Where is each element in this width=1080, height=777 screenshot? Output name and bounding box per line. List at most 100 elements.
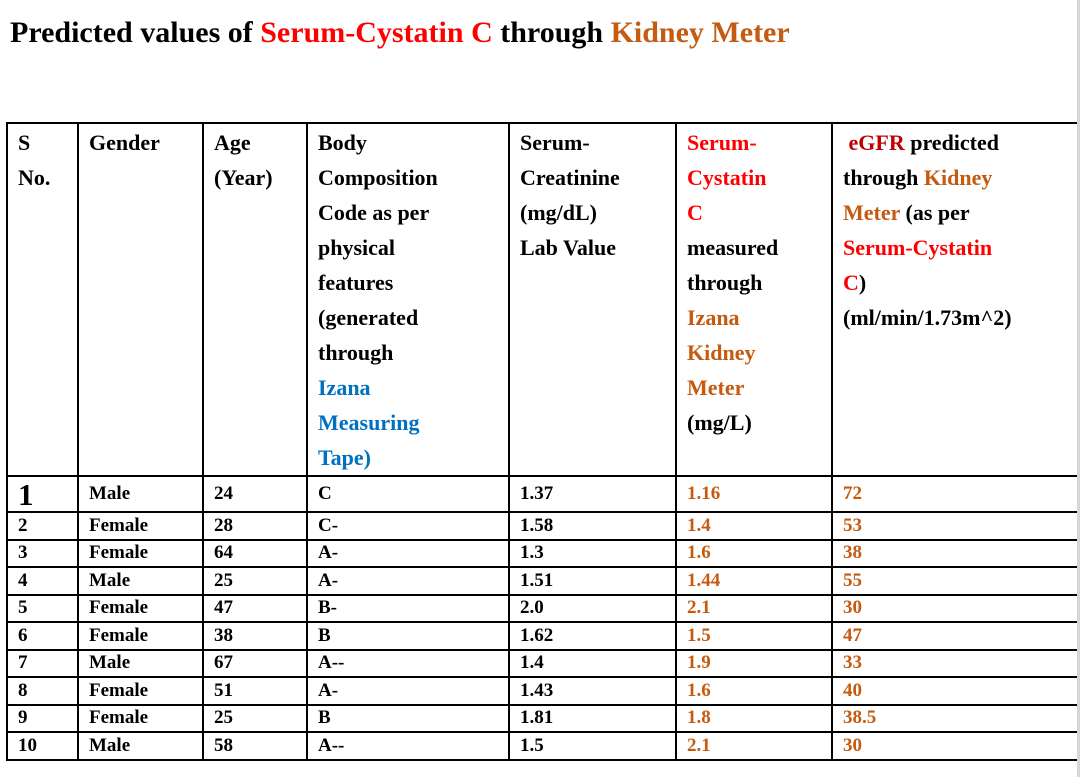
table-row: 3 Female 64 A- 1.3 1.6 38 (6, 538, 1079, 568)
cell-body-code: C- (306, 511, 510, 541)
cell-cystatin: 1.6 (675, 538, 833, 568)
cell-age: 28 (202, 511, 308, 541)
table-row: 2 Female 28 C- 1.58 1.4 53 (6, 511, 1079, 541)
cell-body-code: A- (306, 566, 510, 596)
cell-gender: Female (77, 593, 204, 623)
cell-age: 67 (202, 648, 308, 678)
cell-creatinine: 1.37 (508, 475, 677, 513)
text-segment-blue: Izana Measuring Tape) (318, 375, 420, 470)
header-cell-gender: Gender (77, 122, 204, 477)
cell-sno: 8 (6, 676, 79, 706)
cell-body-code: B (306, 703, 510, 733)
cell-gender: Female (77, 511, 204, 541)
cell-sno: 9 (6, 703, 79, 733)
cell-creatinine: 1.58 (508, 511, 677, 541)
cell-body-code: C (306, 475, 510, 513)
cell-gender: Female (77, 538, 204, 568)
cell-creatinine: 1.5 (508, 731, 677, 761)
text-segment-black: predicted through (843, 130, 1000, 190)
cell-cystatin: 1.16 (675, 475, 833, 513)
cell-gender: Male (77, 566, 204, 596)
cell-cystatin: 1.44 (675, 566, 833, 596)
cell-egfr: 40 (831, 676, 1079, 706)
header-cell-sno: S No. (6, 122, 79, 477)
cell-gender: Female (77, 703, 204, 733)
cell-sno: 6 (6, 621, 79, 651)
cell-creatinine: 1.4 (508, 648, 677, 678)
cell-creatinine: 1.51 (508, 566, 677, 596)
text-segment-brown: Kidney Meter (843, 165, 993, 225)
text-segment-black: Gender (89, 130, 160, 155)
cell-egfr: 38.5 (831, 703, 1079, 733)
cell-sno: 1 (6, 475, 79, 513)
text-segment-red: Serum- Cystatin C (687, 130, 767, 225)
cell-egfr: 30 (831, 731, 1079, 761)
text-segment-brown: Kidney Meter (610, 16, 790, 49)
text-segment-red: Serum-Cystatin C (260, 16, 493, 49)
cell-age: 47 (202, 593, 308, 623)
cell-sno: 10 (6, 731, 79, 761)
cell-cystatin: 1.6 (675, 676, 833, 706)
cell-cystatin: 2.1 (675, 731, 833, 761)
table-row: 10 Male 58 A-- 1.5 2.1 30 (6, 731, 1079, 761)
text-segment-black: measured through (687, 235, 779, 295)
table-body: 1 Male 24 C 1.37 1.16 72 2 Female 28 C- 1.58 1.4 53 3 F… (6, 475, 1079, 761)
header-cell-cystatin: Serum- Cystatin C measured through Izana… (675, 122, 833, 477)
cell-creatinine: 1.62 (508, 621, 677, 651)
cell-egfr: 72 (831, 475, 1079, 513)
cell-age: 51 (202, 676, 308, 706)
patient-data-table: S No. Gender Age (Year) Body Composition Co… (6, 122, 1079, 761)
text-segment-black: Age (Year) (214, 130, 273, 190)
cell-egfr: 33 (831, 648, 1079, 678)
cell-sno: 2 (6, 511, 79, 541)
text-segment-darkred: eGFR (843, 130, 905, 155)
page-title: Predicted values of Serum-Cystatin C thr… (10, 16, 790, 50)
cell-gender: Female (77, 676, 204, 706)
cell-egfr: 55 (831, 566, 1079, 596)
cell-egfr: 47 (831, 621, 1079, 651)
header-cell-creatinine: Serum- Creatinine (mg/dL) Lab Value (508, 122, 677, 477)
cell-body-code: B (306, 621, 510, 651)
table-row: 4 Male 25 A- 1.51 1.44 55 (6, 566, 1079, 596)
text-segment-black: Serum- Creatinine (mg/dL) Lab Value (520, 130, 620, 260)
cell-cystatin: 1.5 (675, 621, 833, 651)
header-row: S No. Gender Age (Year) Body Composition Co… (6, 122, 1079, 477)
cell-age: 64 (202, 538, 308, 568)
cell-creatinine: 1.81 (508, 703, 677, 733)
cell-gender: Male (77, 648, 204, 678)
cell-cystatin: 1.9 (675, 648, 833, 678)
cell-age: 38 (202, 621, 308, 651)
cell-egfr: 53 (831, 511, 1079, 541)
cell-age: 25 (202, 703, 308, 733)
table-row: 5 Female 47 B- 2.0 2.1 30 (6, 593, 1079, 623)
cell-body-code: A-- (306, 648, 510, 678)
cell-sno: 4 (6, 566, 79, 596)
cell-creatinine: 1.43 (508, 676, 677, 706)
cell-body-code: A- (306, 676, 510, 706)
text-segment-brown: Izana Kidney Meter (687, 305, 756, 400)
cell-sno: 5 (6, 593, 79, 623)
text-segment-black: ) (ml/min/1.73m^2) (843, 270, 1012, 330)
table-row: 9 Female 25 B 1.81 1.8 38.5 (6, 703, 1079, 733)
cell-gender: Female (77, 621, 204, 651)
text-segment-black: S No. (18, 130, 51, 190)
table-row: 7 Male 67 A-- 1.4 1.9 33 (6, 648, 1079, 678)
cell-cystatin: 1.4 (675, 511, 833, 541)
cell-gender: Male (77, 475, 204, 513)
cell-cystatin: 2.1 (675, 593, 833, 623)
text-segment-black: Predicted values of (10, 16, 261, 49)
cell-body-code: A-- (306, 731, 510, 761)
cell-gender: Male (77, 731, 204, 761)
cell-cystatin: 1.8 (675, 703, 833, 733)
cell-creatinine: 2.0 (508, 593, 677, 623)
header-cell-age: Age (Year) (202, 122, 308, 477)
page-right-edge-divider (1077, 0, 1080, 777)
table-row: 8 Female 51 A- 1.43 1.6 40 (6, 676, 1079, 706)
cell-age: 24 (202, 475, 308, 513)
cell-egfr: 30 (831, 593, 1079, 623)
cell-egfr: 38 (831, 538, 1079, 568)
text-segment-red: Serum-Cystatin C (843, 235, 993, 295)
cell-sno: 7 (6, 648, 79, 678)
table-row: 1 Male 24 C 1.37 1.16 72 (6, 475, 1079, 513)
cell-creatinine: 1.3 (508, 538, 677, 568)
